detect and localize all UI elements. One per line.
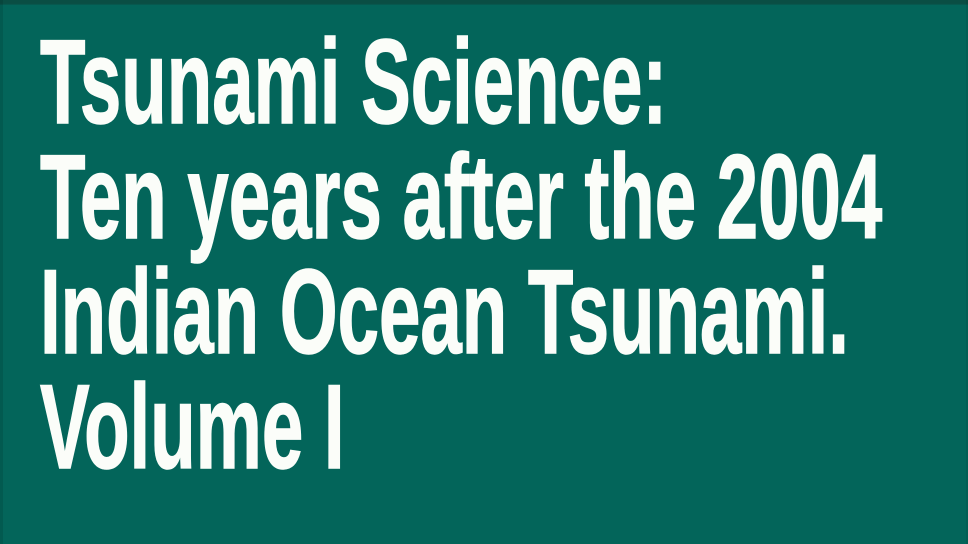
left-edge-shadow bbox=[0, 0, 3, 544]
title-line-3: Indian Ocean Tsunami. bbox=[40, 245, 850, 379]
title-line-4: Volume I bbox=[40, 360, 345, 494]
top-edge-shadow bbox=[0, 0, 968, 5]
right-edge-shadow bbox=[966, 0, 968, 544]
title-line-2: Ten years after the 2004 bbox=[40, 130, 883, 264]
title-line-1: Tsunami Science: bbox=[40, 15, 668, 149]
page-title: Tsunami Science: Ten years after the 200… bbox=[40, 15, 883, 494]
